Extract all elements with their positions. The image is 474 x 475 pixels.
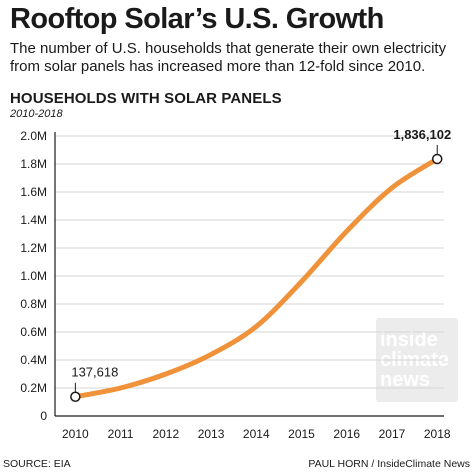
y-tick-labels: 0 0.2M 0.4M 0.6M 0.8M 1.0M 1.2M 1.4M 1.6M 1.8M 2.0… (20, 129, 47, 423)
y-tick-label: 1.8M (20, 157, 47, 171)
start-value-label: 137,618 (71, 365, 118, 380)
y-tick-label: 0 (40, 409, 47, 423)
y-tick-label: 1.2M (20, 241, 47, 255)
x-tick-label: 2018 (424, 427, 451, 441)
axes (54, 132, 444, 417)
x-tick-label: 2013 (198, 427, 225, 441)
x-tick-label: 2014 (243, 427, 270, 441)
end-value-label: 1,836,102 (393, 127, 451, 142)
x-tick-label: 2011 (108, 427, 134, 441)
y-tick-label: 0.4M (20, 353, 47, 367)
x-tick-label: 2016 (333, 427, 360, 441)
y-tick-label: 0.6M (20, 325, 47, 339)
x-tick-label: 2012 (152, 427, 179, 441)
series-line (72, 156, 440, 400)
x-tick-label: 2015 (288, 427, 315, 441)
y-tick-label: 2.0M (20, 129, 47, 143)
source-note: SOURCE: EIA (3, 458, 71, 470)
logo-line-3: news (380, 369, 431, 391)
x-tick-label: 2017 (379, 427, 406, 441)
chart-heading: HOUSEHOLDS WITH SOLAR PANELS (10, 90, 282, 107)
x-tick-label: 2010 (62, 427, 89, 441)
annotations: 137,618 1,836,102 (70, 127, 451, 402)
grid-lines (55, 135, 444, 389)
y-tick-label: 1.0M (20, 269, 47, 283)
chart-period: 2010-2018 (10, 108, 63, 120)
series-layer (72, 156, 440, 400)
chart-title: Rooftop Solar’s U.S. Growth (10, 3, 384, 35)
start-point-marker (70, 391, 81, 402)
chart-subtitle: The number of U.S. households that gener… (10, 40, 447, 75)
credit-note: PAUL HORN / InsideClimate News (308, 458, 470, 470)
y-tick-label: 1.4M (20, 213, 47, 227)
y-tick-label: 0.8M (20, 297, 47, 311)
x-tick-labels: 2010 2011 2012 2013 2014 2015 2016 2017 2018 (62, 427, 451, 441)
end-point-marker (431, 153, 443, 165)
y-tick-label: 1.6M (20, 185, 47, 199)
logo-line-1: inside (380, 329, 438, 351)
y-tick-label: 0.2M (20, 381, 47, 395)
